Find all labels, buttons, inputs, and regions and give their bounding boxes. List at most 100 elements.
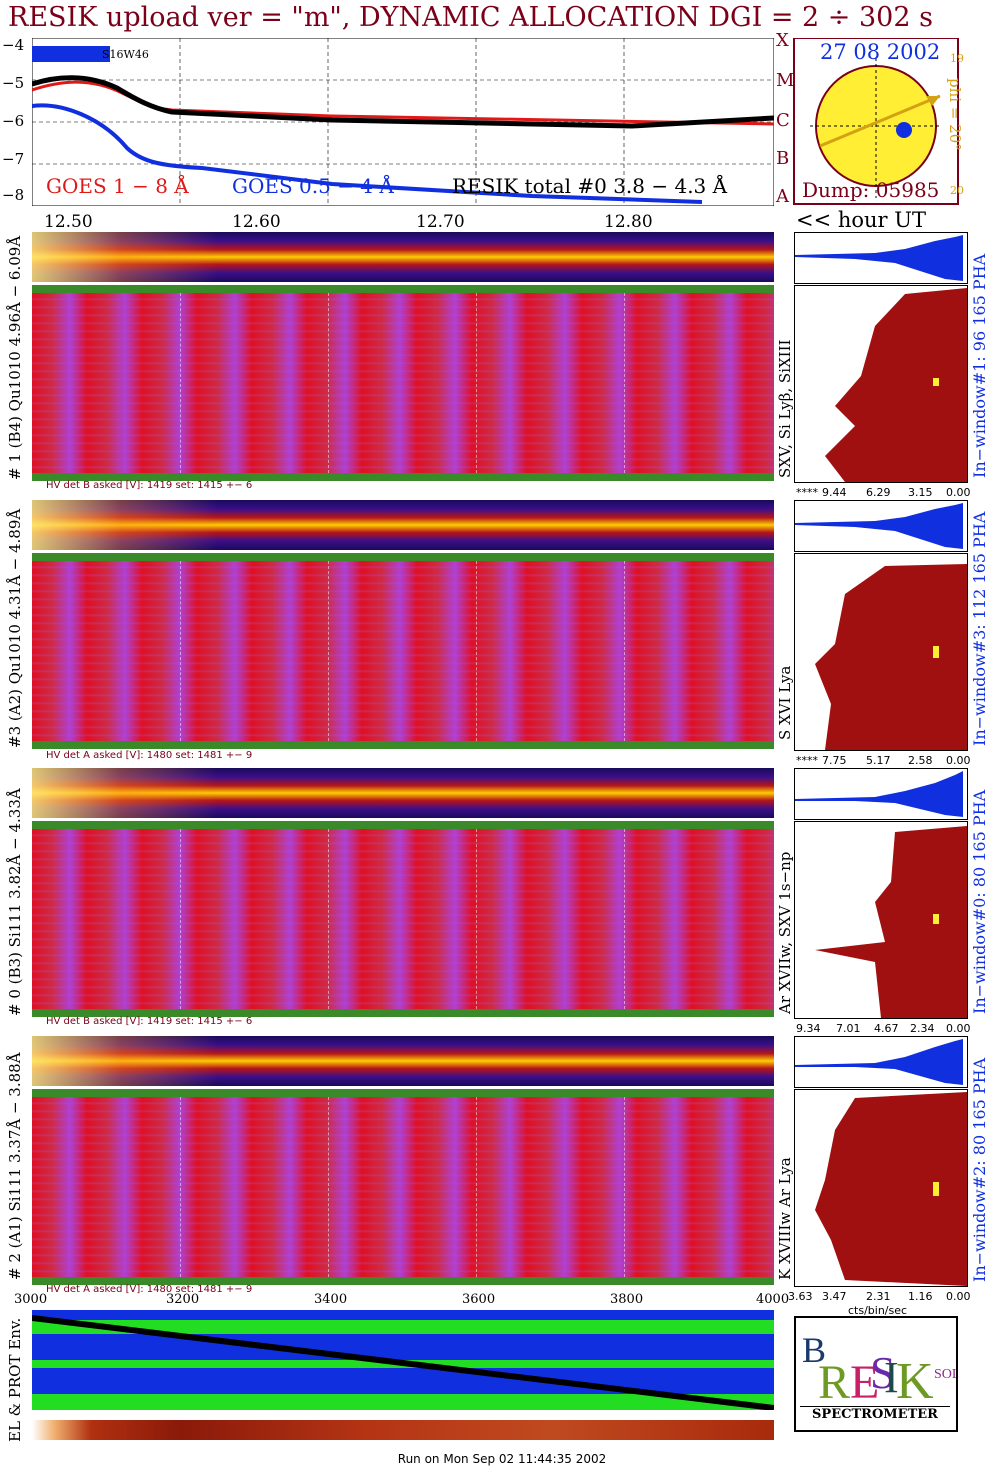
svg-text:K: K xyxy=(896,1353,934,1408)
channel-side-label: # 1 (B4) Qu1010 4.96Å − 6.09Å xyxy=(6,235,24,480)
y-tick: −6 xyxy=(2,112,25,130)
time-tick: 12.60 xyxy=(232,212,281,232)
env-chart xyxy=(31,1310,775,1411)
pha-top-histogram xyxy=(795,503,963,549)
sun-disk-plot xyxy=(793,37,959,205)
pha-tick: 2.58 xyxy=(908,754,933,767)
line-label: K XVIIIw Ar Lya xyxy=(776,1157,794,1280)
svg-text:R: R xyxy=(818,1356,850,1408)
hv-readout: HV det B asked [V]: 1419 set: 1415 +− 6 xyxy=(46,480,253,491)
date-label: 27 08 2002 xyxy=(820,40,941,64)
time-tick: 12.80 xyxy=(604,212,653,232)
pha-plot xyxy=(794,1089,968,1287)
pha-unit-label: cts/bin/sec xyxy=(848,1304,908,1317)
pha-tick: 7.75 xyxy=(822,754,847,767)
window-label: In−window#1: 96 165 PHA xyxy=(970,253,989,478)
pha-tick: **** xyxy=(796,754,818,767)
channel-spectrogram xyxy=(32,285,774,481)
pha-tick: 2.31 xyxy=(866,1290,891,1303)
window-label: In−window#2: 80 165 PHA xyxy=(970,1057,989,1282)
channel-spectrogram xyxy=(32,1089,774,1285)
channel-axis-tick: 3000 xyxy=(14,1292,48,1307)
phi-label: phi = 20° xyxy=(946,78,964,151)
pha-plot xyxy=(794,553,968,751)
pha-top-histogram xyxy=(795,235,963,281)
run-timestamp: Run on Mon Sep 02 11:44:35 2002 xyxy=(397,1452,607,1466)
pha-tick: 1.16 xyxy=(908,1290,933,1303)
phi-num-bottom: 20 xyxy=(950,184,964,197)
channel-strip xyxy=(32,768,774,818)
pha-tick: 7.01 xyxy=(836,1022,861,1035)
pha-tick: 0.00 xyxy=(946,486,971,499)
line-label: Ar XVIIw, SXV 1s−np xyxy=(776,851,794,1014)
svg-text:I: I xyxy=(884,1353,899,1402)
env-colorbar xyxy=(32,1420,774,1440)
logo-spectrometer: SPECTROMETER xyxy=(800,1406,950,1422)
time-tick: 12.50 xyxy=(44,212,93,232)
legend-goes054: GOES 0.5 − 4 Å xyxy=(232,174,394,198)
pha-tick: 5.17 xyxy=(866,754,891,767)
pha-top-histogram xyxy=(795,771,963,817)
lightcurve-plot xyxy=(31,37,775,207)
pha-histogram xyxy=(815,1092,967,1286)
channel-strip xyxy=(32,500,774,550)
pha-top-plot xyxy=(794,768,968,820)
y-tick: −5 xyxy=(2,74,25,92)
position-badge: S16W46 xyxy=(102,48,149,61)
line-label: S XVI Lya xyxy=(776,665,794,740)
pha-tick: 2.34 xyxy=(910,1022,935,1035)
channel-spectrogram xyxy=(32,821,774,1017)
channel-axis-tick: 3600 xyxy=(462,1292,496,1307)
line-label: SXV, Si Lyβ, SiXIII xyxy=(776,339,794,478)
pha-tick: 4.67 xyxy=(874,1022,899,1035)
channel-axis-tick: 3800 xyxy=(610,1292,644,1307)
lightcurve-panel: S16W46 GOES 1 − 8 Å GOES 0.5 − 4 Å RESIK… xyxy=(31,37,775,207)
pha-top-plot xyxy=(794,232,968,284)
window-label: In−window#0: 80 165 PHA xyxy=(970,789,989,1014)
pha-tick: 6.29 xyxy=(866,486,891,499)
sun-panel: 27 08 2002 Dump: 05985 phi = 20° 19 20 xyxy=(790,37,970,206)
y-tick: −4 xyxy=(2,36,25,54)
channel-strip xyxy=(32,232,774,282)
legend-goes18: GOES 1 − 8 Å xyxy=(46,174,189,198)
direction-arrow xyxy=(819,94,941,148)
resik-curve xyxy=(31,75,775,129)
channel-side-label: # 0 (B3) Si111 3.82Å − 4.33Å xyxy=(6,788,24,1016)
pha-tick: 3.63 xyxy=(788,1290,813,1303)
pha-plot xyxy=(794,285,968,483)
hv-readout: HV det A asked [V]: 1480 set: 1481 +− 9 xyxy=(46,1284,253,1295)
class-letter: C xyxy=(776,110,790,131)
pha-tick: 3.15 xyxy=(908,486,933,499)
class-letter: M xyxy=(776,70,795,91)
goes054-curve xyxy=(31,103,703,204)
logo-art: B R E S I K SOLAR xyxy=(802,1330,981,1410)
legend-resik: RESIK total #0 3.8 − 4.3 Å xyxy=(452,174,728,198)
channel-axis-tick: 3400 xyxy=(314,1292,348,1307)
hour-ut-label: << hour UT xyxy=(796,208,926,232)
hv-readout: HV det A asked [V]: 1480 set: 1481 +− 9 xyxy=(46,750,253,761)
phi-num-top: 19 xyxy=(950,52,964,65)
flare-location-dot xyxy=(896,122,912,138)
pha-plot xyxy=(794,821,968,1019)
pha-tick: 0.00 xyxy=(946,1290,971,1303)
class-letter: B xyxy=(776,148,790,169)
pha-tick: 9.34 xyxy=(796,1022,821,1035)
dump-label: Dump: 05985 xyxy=(802,178,940,202)
pha-histogram xyxy=(825,288,967,482)
class-letter: A xyxy=(776,186,789,207)
pha-tick: **** xyxy=(796,486,818,499)
pha-top-plot xyxy=(794,500,968,552)
time-tick: 12.70 xyxy=(416,212,465,232)
pha-top-histogram xyxy=(795,1039,963,1085)
channel-side-label: # 2 (A1) Si111 3.37Å − 3.88Å xyxy=(6,1052,24,1280)
y-tick: −8 xyxy=(2,186,25,204)
env-plot xyxy=(31,1310,775,1411)
pha-tick: 0.00 xyxy=(946,1022,971,1035)
pha-tick: 9.44 xyxy=(822,486,847,499)
window-label: In−window#3: 112 165 PHA xyxy=(970,511,989,746)
pha-tick: 3.47 xyxy=(822,1290,847,1303)
resik-logo: B R E S I K SOLAR SPECTROMETER xyxy=(794,1316,981,1432)
pha-histogram xyxy=(815,564,967,750)
channel-spectrogram xyxy=(32,553,774,749)
channel-strip xyxy=(32,1036,774,1086)
